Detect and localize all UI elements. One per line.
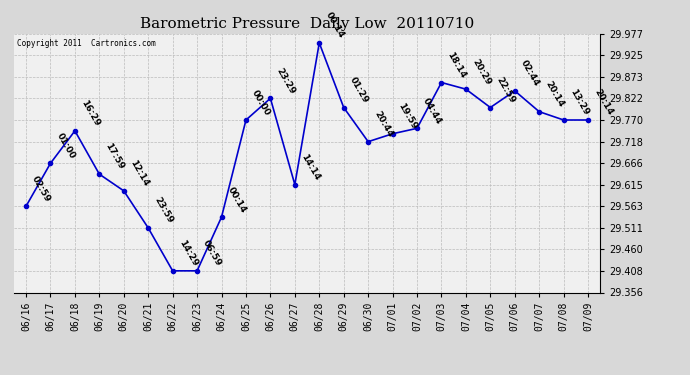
Text: 16:29: 16:29: [79, 99, 101, 128]
Text: 20:44: 20:44: [373, 110, 395, 139]
Text: 17:59: 17:59: [104, 142, 126, 171]
Text: Copyright 2011  Cartronics.com: Copyright 2011 Cartronics.com: [17, 39, 155, 48]
Text: 20:29: 20:29: [470, 57, 492, 86]
Text: 23:29: 23:29: [275, 66, 297, 96]
Text: 00:14: 00:14: [324, 11, 346, 40]
Text: 20:14: 20:14: [543, 80, 566, 109]
Text: 00:00: 00:00: [250, 88, 272, 117]
Text: 01:29: 01:29: [348, 75, 370, 105]
Title: Barometric Pressure  Daily Low  20110710: Barometric Pressure Daily Low 20110710: [140, 17, 474, 31]
Text: 20:14: 20:14: [592, 88, 614, 117]
Text: 06:59: 06:59: [201, 239, 224, 268]
Text: 02:59: 02:59: [30, 174, 52, 204]
Text: 02:44: 02:44: [519, 58, 541, 88]
Text: 18:14: 18:14: [446, 50, 468, 80]
Text: 23:59: 23:59: [152, 196, 175, 225]
Text: 22:59: 22:59: [495, 75, 517, 105]
Text: 01:00: 01:00: [55, 132, 77, 160]
Text: 00:14: 00:14: [226, 185, 248, 214]
Text: 12:14: 12:14: [128, 159, 150, 188]
Text: 14:14: 14:14: [299, 152, 322, 182]
Text: 19:59: 19:59: [397, 102, 419, 131]
Text: 14:29: 14:29: [177, 238, 199, 268]
Text: 04:44: 04:44: [421, 96, 444, 126]
Text: 13:29: 13:29: [568, 88, 590, 117]
